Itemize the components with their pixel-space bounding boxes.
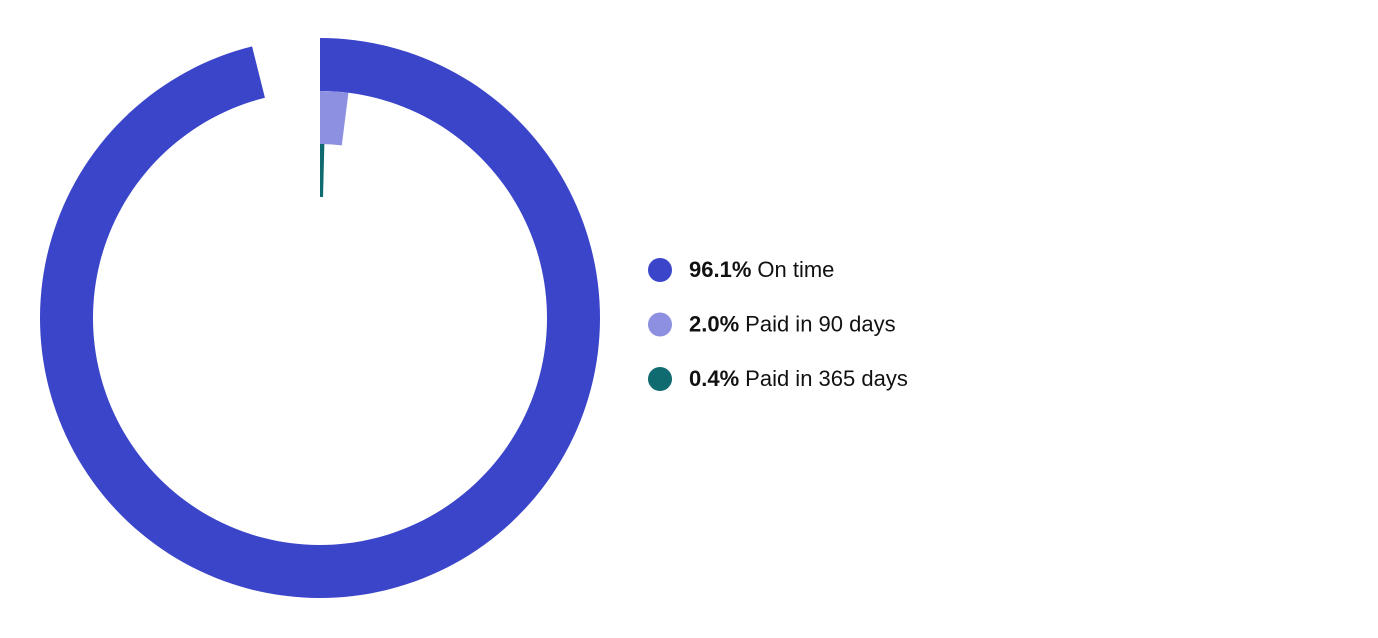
legend-value: 96.1% bbox=[689, 257, 751, 282]
legend-label: Paid in 365 days bbox=[745, 366, 908, 391]
legend-entry: 96.1% On time bbox=[689, 257, 834, 282]
ring-segment bbox=[320, 144, 325, 198]
legend-value: 2.0% bbox=[689, 311, 739, 336]
legend-entry: 2.0% Paid in 90 days bbox=[689, 311, 896, 336]
legend-label: On time bbox=[757, 257, 834, 282]
legend-marker bbox=[648, 367, 672, 391]
legend-marker bbox=[648, 258, 672, 282]
legend-entry: 0.4% Paid in 365 days bbox=[689, 366, 908, 391]
legend-value: 0.4% bbox=[689, 366, 739, 391]
legend-marker bbox=[648, 312, 672, 337]
ring-segment bbox=[320, 91, 349, 146]
ring-segment bbox=[39, 38, 600, 598]
legend-label: Paid in 90 days bbox=[745, 311, 895, 336]
